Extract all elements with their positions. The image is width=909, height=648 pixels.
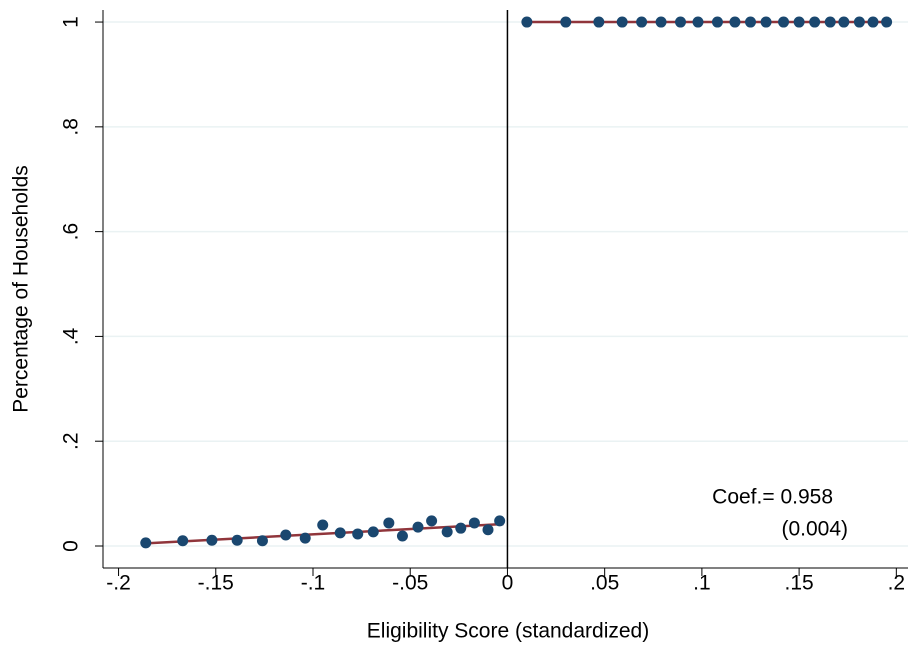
point <box>396 530 408 542</box>
point <box>299 532 311 544</box>
y-tick-label: 0 <box>60 540 83 552</box>
y-tick-label: .8 <box>60 118 83 136</box>
point <box>455 522 467 534</box>
x-tick-label: .05 <box>590 572 619 595</box>
y-tick-label: .4 <box>60 327 83 345</box>
annotation: Coef.= 0.958 <box>712 486 833 509</box>
point <box>809 16 821 28</box>
point <box>655 16 667 28</box>
point <box>745 16 756 28</box>
point <box>521 16 533 28</box>
x-tick-label: .2 <box>888 572 906 595</box>
point <box>853 16 865 28</box>
point <box>482 524 494 536</box>
x-tick-label: .1 <box>693 572 711 595</box>
point <box>692 16 704 28</box>
point <box>177 535 189 547</box>
point <box>760 16 772 28</box>
point <box>412 521 424 533</box>
x-tick-label: -.1 <box>301 572 326 595</box>
point <box>867 16 879 28</box>
y-tick-label: .2 <box>60 432 83 450</box>
y-tick-label: 1 <box>60 16 83 28</box>
point <box>560 16 572 28</box>
point <box>593 16 605 28</box>
point <box>778 16 790 28</box>
y-axis-title: Percentage of Households <box>10 165 33 413</box>
x-tick-label: -.2 <box>106 572 131 595</box>
point <box>206 534 218 546</box>
x-axis-title: Eligibility Score (standardized) <box>367 620 649 643</box>
point <box>881 16 893 28</box>
y-tick-label: .6 <box>60 223 83 241</box>
point <box>793 16 805 28</box>
point <box>441 526 453 538</box>
point <box>367 526 379 538</box>
x-tick-label: -.05 <box>392 572 428 595</box>
point <box>231 534 243 546</box>
x-tick-label: .15 <box>785 572 814 595</box>
point <box>140 537 152 549</box>
point <box>383 517 395 529</box>
point <box>729 16 741 28</box>
x-tick-label: 0 <box>502 572 514 595</box>
point <box>426 515 438 527</box>
point <box>494 515 506 527</box>
x-tick-label: -.15 <box>198 572 234 595</box>
point <box>334 527 346 539</box>
point <box>838 16 850 28</box>
point <box>468 517 480 529</box>
annotation: (0.004) <box>781 518 848 541</box>
point <box>317 519 329 531</box>
point <box>352 528 364 540</box>
point <box>711 16 723 28</box>
fit-line <box>145 522 504 545</box>
point <box>824 16 836 28</box>
point <box>636 16 648 28</box>
point <box>675 16 686 28</box>
point <box>616 16 628 28</box>
point <box>280 529 292 541</box>
point <box>256 535 268 547</box>
